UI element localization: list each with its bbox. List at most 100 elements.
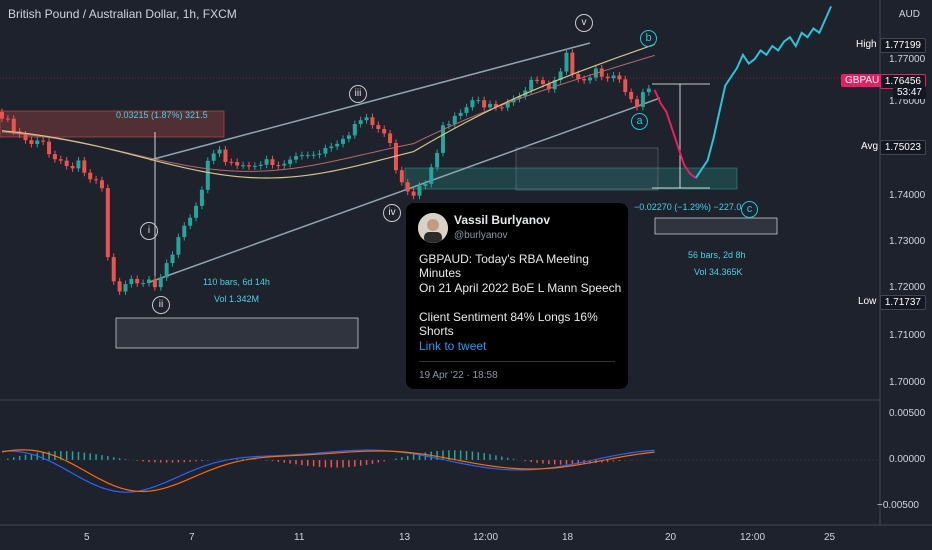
price-tick: 1.74000 xyxy=(889,190,926,201)
candle-body xyxy=(117,281,122,292)
candle-body xyxy=(323,148,328,154)
candle-body xyxy=(605,76,610,79)
candle-body xyxy=(0,112,4,119)
signal-line xyxy=(1,449,655,493)
avg-label: Avg xyxy=(861,141,879,152)
candle-body xyxy=(170,254,175,264)
high-label: High xyxy=(856,39,877,50)
candle-body xyxy=(111,257,116,282)
candle-body xyxy=(470,100,475,108)
candle-body xyxy=(199,189,204,206)
candle-body xyxy=(488,103,493,108)
time-tick: 25 xyxy=(824,532,836,543)
candle-body xyxy=(464,107,469,113)
candle-body xyxy=(317,153,322,155)
price-tick: 1.72000 xyxy=(889,282,926,293)
wave-label-ii: ii xyxy=(152,296,170,314)
candle-body xyxy=(41,140,46,142)
candle-body xyxy=(423,183,428,186)
time-tick: 11 xyxy=(294,532,305,543)
range2-vol-label: Vol 34.365K xyxy=(694,267,743,277)
time-tick: 12:00 xyxy=(740,532,766,543)
candle-body xyxy=(311,154,316,156)
candle-body xyxy=(540,80,545,85)
tweet-link[interactable]: Link to tweet xyxy=(419,339,487,353)
forecast-down-path xyxy=(653,89,697,179)
wave-label-i: i xyxy=(140,222,158,240)
candle-body xyxy=(405,182,410,192)
tweet-line-2: On 21 April 2022 BoE L Mann Speech xyxy=(419,281,622,295)
forecast-up-path xyxy=(695,5,832,179)
candle-body xyxy=(182,225,187,238)
candle-body xyxy=(82,160,87,173)
time-tick: 13 xyxy=(399,532,411,543)
candle-body xyxy=(252,165,257,167)
range2-box xyxy=(654,217,778,235)
tweet-author-handle[interactable]: @burlyanov xyxy=(454,230,508,241)
candle-body xyxy=(158,277,163,288)
candle-body xyxy=(64,160,69,167)
candle-body xyxy=(358,120,363,125)
candle-body xyxy=(493,103,498,108)
candle-body xyxy=(505,102,510,108)
candle-body xyxy=(11,118,16,132)
candle-body xyxy=(123,284,128,292)
channel-upper-line xyxy=(149,42,591,161)
candle-body xyxy=(617,75,622,80)
candle-body xyxy=(217,149,222,154)
candle-body xyxy=(188,217,193,226)
measure-down-label: −0.02270 (−1.29%) −227.0 xyxy=(634,202,742,212)
candle-body xyxy=(452,115,457,125)
candle-body xyxy=(646,88,651,93)
candle-body xyxy=(76,160,81,169)
candle-body xyxy=(99,180,104,189)
candle-body xyxy=(299,155,304,157)
candle-body xyxy=(264,159,269,165)
candle-body xyxy=(211,153,216,161)
candle-body xyxy=(517,96,522,99)
candle-body xyxy=(23,134,28,141)
candle-body xyxy=(47,141,52,155)
candle-body xyxy=(599,68,604,77)
candle-body xyxy=(94,179,99,181)
candle-body xyxy=(5,118,10,120)
candle-body xyxy=(235,162,240,166)
candle-body xyxy=(52,154,57,160)
wave-label-iii: iii xyxy=(349,85,367,103)
target-box xyxy=(515,147,659,191)
time-tick: 5 xyxy=(84,532,90,543)
candle-body xyxy=(458,112,463,116)
price-tick: 1.77000 xyxy=(889,54,926,65)
moving-average-line xyxy=(1,43,655,179)
avatar[interactable] xyxy=(418,213,448,243)
candle-body xyxy=(570,52,575,75)
candle-body xyxy=(582,79,587,81)
price-tick: 1.71000 xyxy=(889,330,926,341)
candle-body xyxy=(370,117,375,126)
candle-body xyxy=(611,75,616,79)
candle-body xyxy=(164,263,169,278)
tweet-card[interactable]: Vassil Burlyanov @burlyanov GBPAUD: Toda… xyxy=(406,203,628,389)
candle-body xyxy=(194,205,199,218)
candle-body xyxy=(376,125,381,129)
candle-body xyxy=(499,107,504,109)
candle-body xyxy=(552,80,557,90)
wave-label-b: b xyxy=(640,30,657,47)
candle-body xyxy=(411,191,416,196)
candle-body xyxy=(558,71,563,81)
wave-label-v: v xyxy=(575,14,593,32)
range1-bars-label: 110 bars, 6d 14h xyxy=(203,277,270,287)
candle-body xyxy=(29,140,34,145)
candle-body xyxy=(205,160,210,190)
currency-label: AUD xyxy=(898,9,920,20)
candle-body xyxy=(529,79,534,91)
candle-body xyxy=(535,79,540,81)
candle-body xyxy=(35,140,40,145)
time-tick: 12:00 xyxy=(473,532,499,543)
symbol-tag: GBPAUD xyxy=(841,74,891,87)
range1-vol-label: Vol 1.342M xyxy=(214,294,260,304)
indicator-tick: −0.00500 xyxy=(877,500,919,511)
candle-body xyxy=(564,52,569,72)
tweet-author-name[interactable]: Vassil Burlyanov xyxy=(454,213,551,227)
